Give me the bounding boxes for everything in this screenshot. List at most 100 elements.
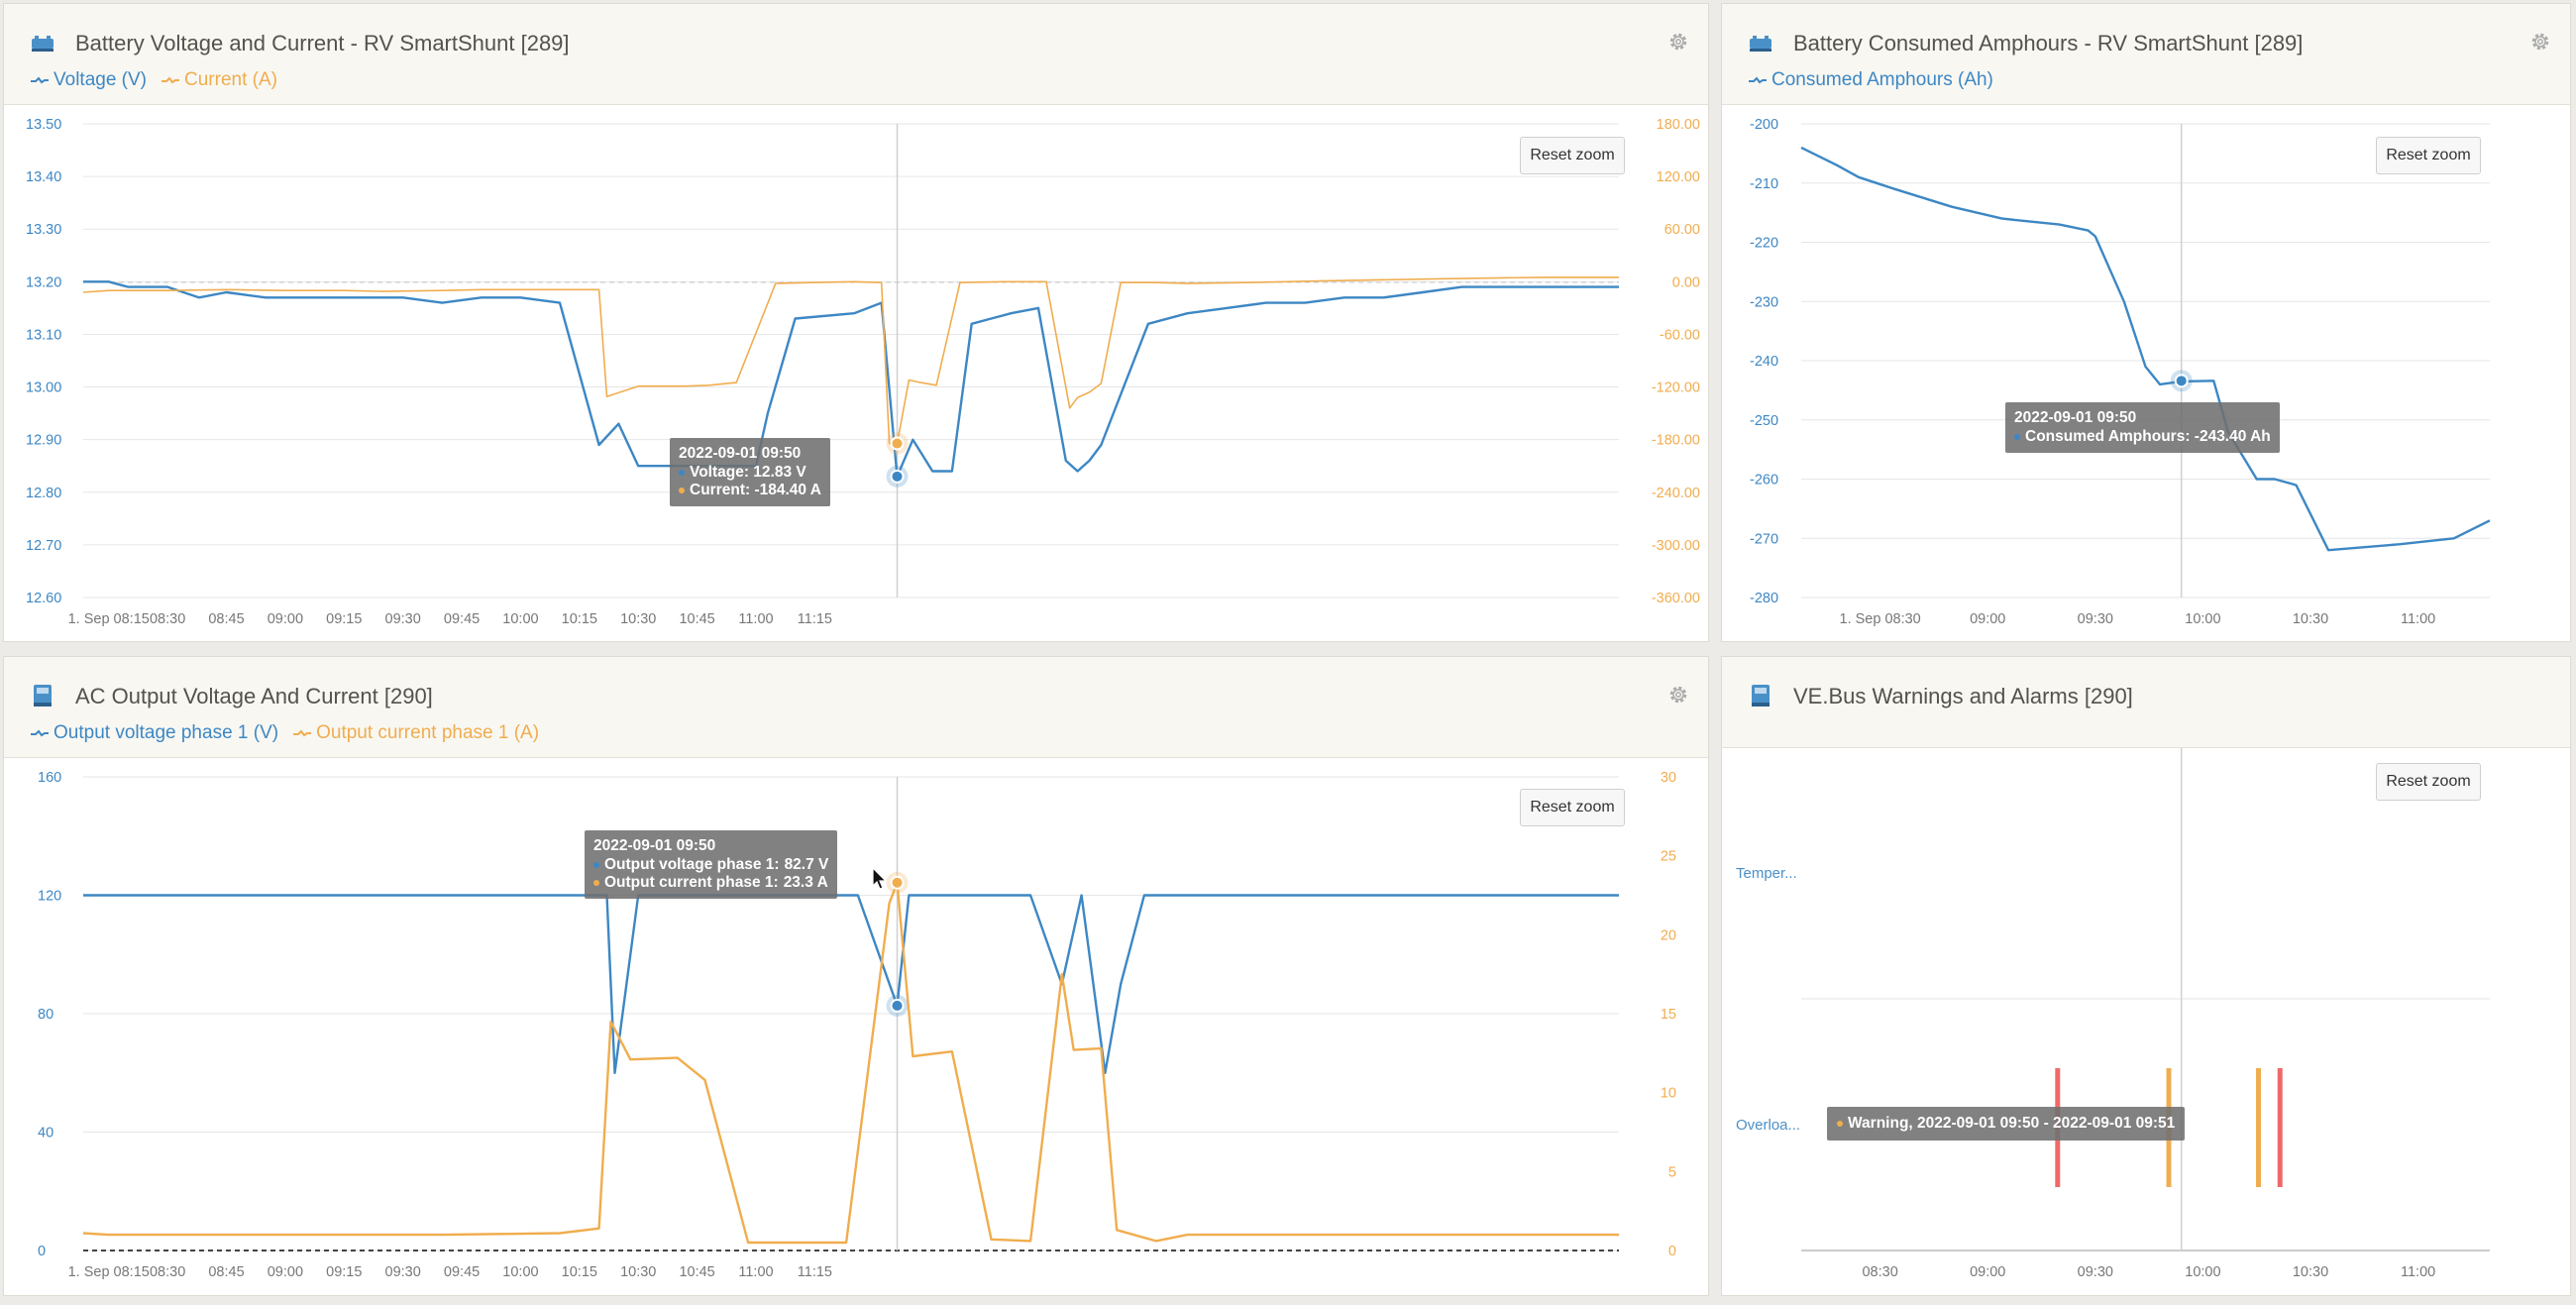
reset-zoom-button[interactable]: Reset zoom xyxy=(2376,763,2481,801)
category-label-temperature: Temper... xyxy=(1736,865,1797,882)
y-tick-label-right: -300.00 xyxy=(1652,538,1700,554)
series-line xyxy=(82,276,1619,445)
x-tick-label: 09:00 xyxy=(268,611,303,627)
y-tick-label-left: 80 xyxy=(38,1007,54,1023)
y-tick-label-left: 40 xyxy=(38,1126,54,1142)
battery-shunt-icon xyxy=(1750,36,1771,52)
x-tick-label: 09:30 xyxy=(385,611,421,627)
chart-tooltip: 2022-09-01 09:50 Consumed Amphours: -243… xyxy=(2005,402,2280,453)
y-tick-label-left: 13.50 xyxy=(26,117,61,133)
y-tick-label-right: 30 xyxy=(1661,770,1676,786)
y-tick-label-right: -360.00 xyxy=(1652,591,1700,606)
y-tick-label-left: -230 xyxy=(1750,294,1778,310)
legend-item-consumed-ah[interactable]: Consumed Amphours (Ah) xyxy=(1748,69,1993,91)
gear-icon[interactable] xyxy=(1666,30,1690,54)
tooltip-voltage-label: Output voltage phase 1: xyxy=(604,856,780,873)
ac-output-chart[interactable]: 160 120 80 40 0 30 25 20 15 10 5 0 1. Sep 08:15 08:30… xyxy=(4,657,1710,1297)
legend-label: Output voltage phase 1 (V) xyxy=(54,722,279,743)
inverter-icon xyxy=(1752,685,1770,707)
x-tick-label: 10:30 xyxy=(2293,611,2328,627)
tooltip-row: Warning, 2022-09-01 09:50 - 2022-09-01 0… xyxy=(1837,1115,2175,1133)
tooltip-current-label: Output current phase 1: xyxy=(604,874,779,891)
y-tick-label-left: -280 xyxy=(1750,591,1778,606)
legend-item-current[interactable]: Current (A) xyxy=(161,69,277,91)
series-dot xyxy=(2014,434,2020,440)
legend-label: Voltage (V) xyxy=(54,69,147,90)
warnings-alarms-chart[interactable]: 08:30 09:00 09:30 10:00 10:30 11:00 xyxy=(1722,657,2572,1297)
y-tick-label-left: -260 xyxy=(1750,473,1778,489)
x-tick-label: 11:00 xyxy=(738,1264,773,1280)
reset-zoom-button[interactable]: Reset zoom xyxy=(2376,137,2481,174)
x-tick-label: 09:00 xyxy=(1970,1264,2005,1280)
y-tick-label-left: -200 xyxy=(1750,117,1778,133)
x-tick-label: 09:30 xyxy=(385,1264,421,1280)
series-line xyxy=(1800,146,2491,552)
x-tick-label: 09:45 xyxy=(444,1264,480,1280)
battery-shunt-icon xyxy=(32,36,54,52)
y-tick-label-left: 160 xyxy=(38,770,61,786)
x-tick-label: 08:45 xyxy=(208,1264,244,1280)
line-series-icon xyxy=(1749,76,1767,84)
x-tick-label: 1. Sep 08:15 xyxy=(68,1264,150,1280)
x-tick-label: 09:15 xyxy=(326,611,362,627)
y-tick-label-right: -240.00 xyxy=(1652,486,1700,501)
hover-marker xyxy=(890,998,905,1013)
reset-zoom-button[interactable]: Reset zoom xyxy=(1520,137,1625,174)
series-dot xyxy=(1837,1121,1843,1127)
voltage-current-chart[interactable]: 13.50 13.40 13.30 13.20 13.10 13.00 12.90 12.80… xyxy=(4,4,1710,643)
hover-marker xyxy=(890,436,905,451)
inverter-icon xyxy=(34,685,52,707)
y-tick-label-right: -60.00 xyxy=(1660,327,1700,343)
tooltip-row: Consumed Amphours: -243.40 Ah xyxy=(2014,428,2271,446)
x-tick-label: 09:00 xyxy=(1970,611,2005,627)
y-tick-label-right: 10 xyxy=(1661,1086,1676,1102)
y-tick-label-right: -120.00 xyxy=(1652,381,1700,396)
panel-title: Battery Voltage and Current - RV SmartSh… xyxy=(75,31,570,55)
panel-title: VE.Bus Warnings and Alarms [290] xyxy=(1793,684,2133,708)
x-tick-label: 10:30 xyxy=(620,611,656,627)
legend-item-output-current[interactable]: Output current phase 1 (A) xyxy=(292,722,539,744)
panel-title: AC Output Voltage And Current [290] xyxy=(75,684,433,708)
y-tick-label-right: 5 xyxy=(1668,1164,1676,1180)
panel-battery-voltage-current: Battery Voltage and Current - RV SmartSh… xyxy=(3,3,1709,642)
series-dot xyxy=(679,470,685,476)
x-tick-label: 09:30 xyxy=(2078,1264,2113,1280)
tooltip-row: Output voltage phase 1: 82.7 V xyxy=(593,856,828,874)
y-tick-label-left: -240 xyxy=(1750,354,1778,370)
y-tick-label-right: 180.00 xyxy=(1657,117,1700,133)
panel-consumed-amphours: Battery Consumed Amphours - RV SmartShun… xyxy=(1721,3,2571,642)
series-line xyxy=(83,280,1619,478)
gear-icon[interactable] xyxy=(2528,30,2552,54)
mouse-cursor-icon xyxy=(872,867,888,890)
legend-label: Consumed Amphours (Ah) xyxy=(1771,69,1993,90)
y-tick-label-right: 0 xyxy=(1668,1244,1676,1259)
y-tick-label-left: 0 xyxy=(38,1244,46,1259)
y-tick-label-left: -220 xyxy=(1750,236,1778,252)
y-tick-label-right: 20 xyxy=(1661,927,1676,943)
hover-marker xyxy=(890,469,905,484)
x-tick-label: 08:30 xyxy=(1862,1264,1897,1280)
x-tick-label: 08:30 xyxy=(150,611,185,627)
x-tick-label: 10:45 xyxy=(679,1264,714,1280)
panel-title: Battery Consumed Amphours - RV SmartShun… xyxy=(1793,31,2304,55)
y-tick-label-left: 13.10 xyxy=(26,327,61,343)
tooltip-current: Current: -184.40 A xyxy=(690,482,821,498)
x-tick-label: 10:30 xyxy=(2293,1264,2328,1280)
series-line xyxy=(83,894,1619,1074)
y-tick-label-left: 13.40 xyxy=(26,169,61,185)
panel-vebus-warnings: VE.Bus Warnings and Alarms [290] 08:30 09… xyxy=(1721,656,2571,1296)
tooltip-row: Voltage: 12.83 V xyxy=(679,464,821,482)
x-tick-label: 10:45 xyxy=(679,611,714,627)
panel-header: VE.Bus Warnings and Alarms [290] xyxy=(1722,657,2570,748)
tooltip-warning: Warning, 2022-09-01 09:50 - 2022-09-01 0… xyxy=(1848,1115,2176,1132)
line-series-icon xyxy=(293,729,312,737)
legend-item-output-voltage[interactable]: Output voltage phase 1 (V) xyxy=(30,722,278,744)
consumed-amphours-chart[interactable]: -200 -210 -220 -230 -240 -250 -260 -270 -280 1. S… xyxy=(1722,4,2572,643)
legend-item-voltage[interactable]: Voltage (V) xyxy=(30,69,147,91)
x-tick-label: 11:00 xyxy=(2401,1264,2435,1280)
gear-icon[interactable] xyxy=(1666,683,1690,707)
reset-zoom-button[interactable]: Reset zoom xyxy=(1520,789,1625,826)
x-tick-label: 1. Sep 08:30 xyxy=(1840,611,1921,627)
y-tick-label-left: 120 xyxy=(38,889,61,905)
legend-label: Output current phase 1 (A) xyxy=(316,722,540,743)
